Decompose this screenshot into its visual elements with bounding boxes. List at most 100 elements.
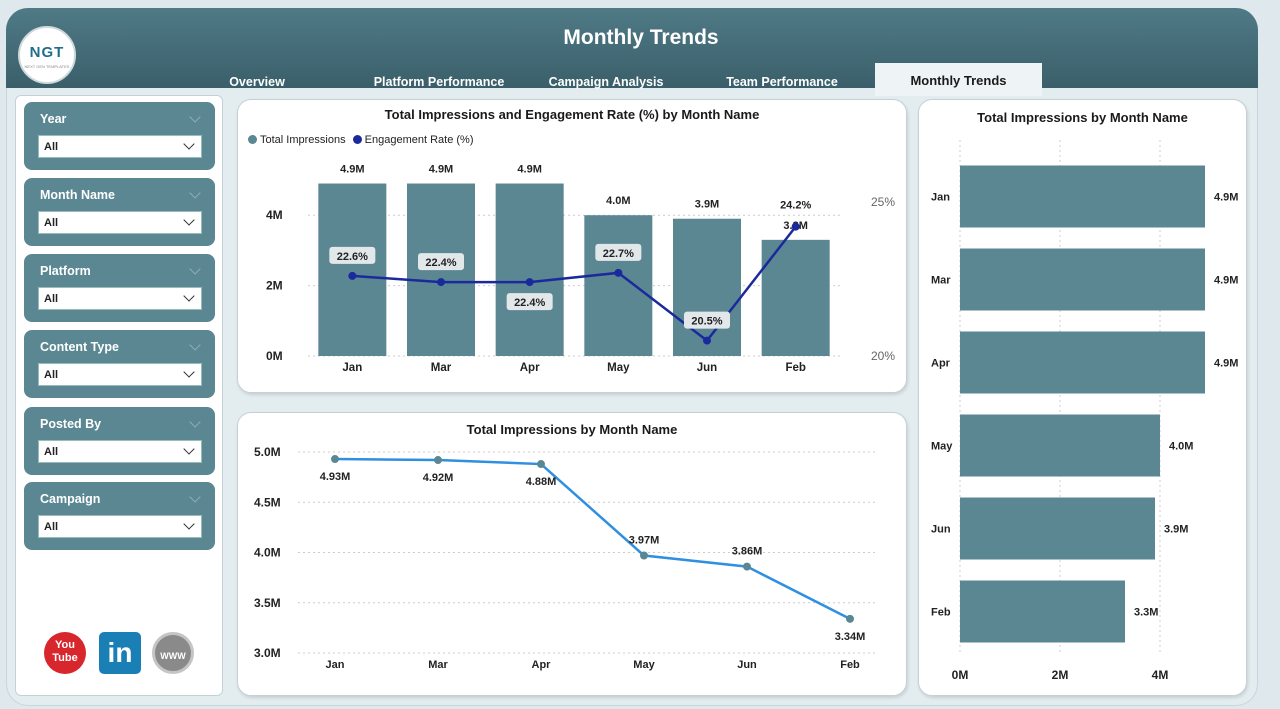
youtube-label: You Tube <box>52 639 78 664</box>
impressions-point <box>537 460 545 469</box>
filter-content-type: Content Type All <box>24 330 215 398</box>
chevron-down-icon[interactable] <box>189 491 201 503</box>
x-tick-label: Apr <box>532 659 552 671</box>
bar-data-label: 4.0M <box>606 195 630 207</box>
chevron-down-icon[interactable] <box>189 339 201 351</box>
x-tick-label: 2M <box>1052 668 1069 682</box>
bar-data-label: 3.3M <box>1134 607 1158 619</box>
engagement-data-label: 22.6% <box>337 251 368 263</box>
platform-dropdown[interactable]: All <box>38 287 202 310</box>
engagement-data-label: 22.7% <box>603 248 634 260</box>
chevron-down-icon[interactable] <box>189 263 201 275</box>
y-tick-label: 0M <box>266 349 283 363</box>
bar <box>960 331 1205 394</box>
x-tick-label: Jan <box>342 362 362 374</box>
logo: NGT NEXT GEN TEMPLATES <box>18 26 76 84</box>
bar <box>960 414 1160 477</box>
data-label-bg <box>418 253 464 271</box>
campaign-dropdown[interactable]: All <box>38 515 202 538</box>
chart-legend: Total Impressions Engagement Rate (%) <box>248 134 474 146</box>
chevron-down-icon <box>183 366 195 378</box>
hbar-chart: 0M 2M 4M Jan 4.9M Mar 4.9M Apr 4.9M May 4.0M Jun 3.9… <box>931 140 1238 682</box>
x-tick-label: May <box>633 659 655 671</box>
bar <box>318 183 387 356</box>
engagement-point <box>348 271 357 280</box>
tab-team-performance[interactable]: Team Performance <box>726 75 838 89</box>
dropdown-value: All <box>44 141 59 153</box>
filter-label: Campaign <box>40 492 101 506</box>
line-chart-panel: Total Impressions by Month Name 5.0M 4.5M… <box>237 412 907 696</box>
chevron-down-icon[interactable] <box>189 187 201 199</box>
engagement-data-label: 22.4% <box>425 257 456 269</box>
x-tick-label: Feb <box>840 659 860 671</box>
impressions-point <box>846 614 854 623</box>
data-label: 3.34M <box>835 631 866 643</box>
month-name-dropdown[interactable]: All <box>38 211 202 234</box>
bar-data-label: 3.9M <box>695 199 719 211</box>
y-tick-label: 3.0M <box>254 646 281 660</box>
y-tick-label: Mar <box>931 275 951 287</box>
bar-data-label: 4.9M <box>1214 358 1238 370</box>
filter-label: Year <box>40 112 67 126</box>
bar <box>960 580 1125 643</box>
engagement-data-label: 20.5% <box>691 316 722 328</box>
y-tick-label: 2M <box>266 279 283 293</box>
combo-chart: 0M 2M 4M 20% 25% 4.9M Jan 4.9M Mar 4.9M Apr 4.0M May… <box>266 164 895 374</box>
engagement-point <box>437 278 445 287</box>
data-label: 4.93M <box>320 471 351 483</box>
x-tick-label: May <box>607 362 630 374</box>
x-tick-label: Jun <box>697 362 717 374</box>
engagement-data-label: 24.2% <box>780 200 811 212</box>
bar <box>584 215 653 356</box>
posted-by-dropdown[interactable]: All <box>38 440 202 463</box>
line-chart: 5.0M 4.5M 4.0M 3.5M 3.0M 4.93M Jan 4.92M Mar 4.88… <box>254 445 878 671</box>
content-type-dropdown[interactable]: All <box>38 363 202 386</box>
filter-label: Month Name <box>40 188 115 202</box>
data-label: 3.86M <box>732 546 763 558</box>
bar-data-label: 4.9M <box>429 164 453 176</box>
chevron-down-icon[interactable] <box>189 111 201 123</box>
dropdown-value: All <box>44 521 59 533</box>
logo-subtext: NEXT GEN TEMPLATES <box>24 64 70 69</box>
x-tick-label: 0M <box>952 668 969 682</box>
x-tick-label: Mar <box>431 362 452 374</box>
tab-monthly-trends[interactable]: Monthly Trends <box>875 63 1042 96</box>
x-tick-label: Apr <box>520 362 540 374</box>
chevron-down-icon[interactable] <box>189 416 201 428</box>
legend-marker <box>248 135 257 144</box>
x-tick-label: Mar <box>428 659 448 671</box>
engagement-data-label: 22.4% <box>514 297 545 309</box>
tab-overview[interactable]: Overview <box>229 75 285 89</box>
tab-platform-performance[interactable]: Platform Performance <box>373 75 505 89</box>
year-dropdown[interactable]: All <box>38 135 202 158</box>
impressions-point <box>331 455 339 464</box>
impressions-line <box>334 457 851 620</box>
filter-platform: Platform All <box>24 254 215 322</box>
filter-posted-by: Posted By All <box>24 407 215 475</box>
hbar-chart-panel: Total Impressions by Month Name 0M 2M 4M Ja… <box>918 99 1247 696</box>
y-tick-label: Jan <box>931 192 950 204</box>
legend-label: Total Impressions <box>260 134 346 146</box>
data-label: 4.92M <box>423 472 454 484</box>
bar <box>960 165 1205 228</box>
tab-campaign-analysis[interactable]: Campaign Analysis <box>548 75 664 89</box>
bar <box>960 497 1155 560</box>
bar-data-label: 4.9M <box>517 164 541 176</box>
youtube-icon[interactable]: You Tube <box>44 632 86 674</box>
chevron-down-icon <box>183 290 195 302</box>
bar-data-label: 4.0M <box>1169 441 1193 453</box>
linkedin-icon[interactable]: in <box>99 632 141 674</box>
y-tick-label: 3.5M <box>254 596 281 610</box>
y-tick-label: 4M <box>266 208 283 222</box>
filter-month-name: Month Name All <box>24 178 215 246</box>
y-tick-label: 4.0M <box>254 546 281 560</box>
bar-data-label: 3.9M <box>1164 524 1188 536</box>
header-bar: Monthly Trends NGT NEXT GEN TEMPLATES Ov… <box>6 8 1258 96</box>
y-tick-label: Apr <box>931 358 951 370</box>
chart-title: Total Impressions by Month Name <box>466 422 678 437</box>
chevron-down-icon <box>183 214 195 226</box>
globe-icon[interactable]: WWW <box>152 632 194 674</box>
chart-title: Total Impressions and Engagement Rate (%… <box>384 107 760 122</box>
engagement-point <box>525 278 534 287</box>
chevron-down-icon <box>183 138 195 150</box>
